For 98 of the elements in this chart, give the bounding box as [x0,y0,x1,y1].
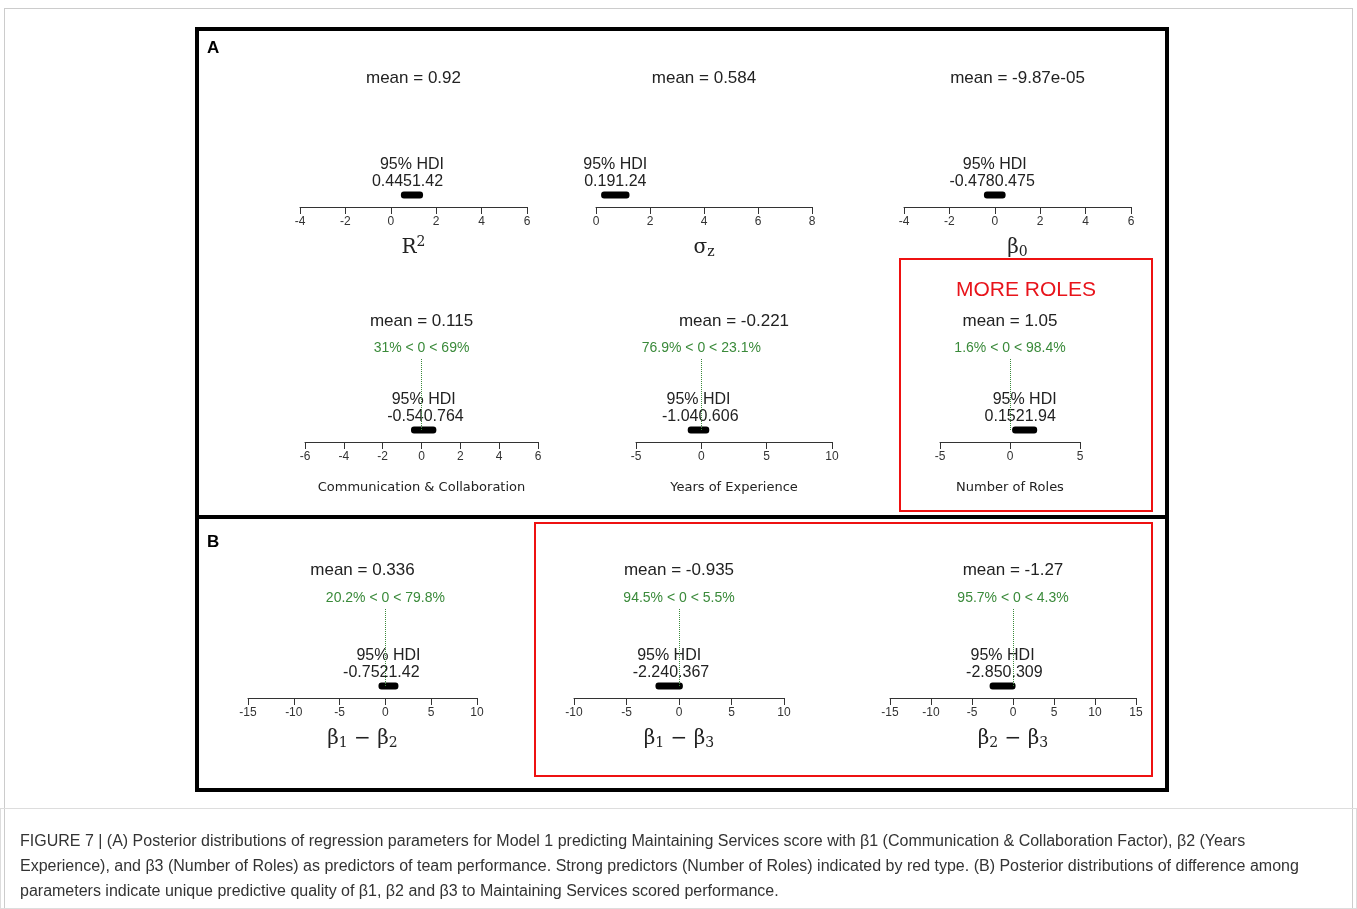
x-tick-label: 10 [777,705,791,719]
x-tick-label: -15 [239,705,257,719]
ref-line-label: 20.2% < 0 < 79.8% [325,589,445,605]
chart-title: mean = 1.05 [962,311,1058,330]
x-tick-label: 10 [825,449,839,463]
text: 1.24 [615,171,647,189]
annotation: -1.04 [662,406,699,424]
ref-line-label: 1.6% < 0 < 98.4% [954,339,1066,355]
x-tick-label: 2 [432,214,440,228]
ref-line-label: 76.9% < 0 < 23.1% [641,339,761,355]
x-tick-label: -10 [285,705,303,719]
x-tick-label: -4 [898,214,910,228]
text: MORE ROLES [955,277,1097,301]
x-axis-title: Number of Roles [956,478,1065,494]
text: -0.478 [949,171,995,189]
x-tick-label: 6 [523,214,531,228]
annotation: 95% HDI [637,645,702,663]
annotation: 95% HDI [992,389,1057,407]
x-tick-label: 6 [534,449,542,463]
x-tick-label: -5 [334,705,346,719]
annotation: 0.764 [423,406,464,424]
text: 95% HDI [583,154,648,172]
x-tick-label: 0 [697,449,705,463]
text: 0.445 [371,171,413,189]
chart-title: mean = -0.935 [623,560,735,579]
x-tick-label: -5 [621,705,633,719]
caption: FIGURE 7 | (A) Posterior distributions of regression parameters for Model 1 predicting Maintaining Services score with β1 (Communication & Collaboration Factor), β2 (Years Experience), and β3 (Number of Roles) as predictors of team performance. Strong predictors (Number of Roles) indicated by red type. (B) Posterior distributions of difference among parameters indicate unique predictive quality of β1, β2 and β3 to Maintaining Services scored performance. [20,831,1300,901]
chart-title: mean = -0.221 [678,311,790,330]
x-tick-label: 10 [470,705,484,719]
text: 1.42 [411,171,444,189]
x-tick-label: -15 [881,705,899,719]
x-axis-title: Communication & Collaboration [317,478,526,494]
x-tick-label: 5 [1076,449,1084,463]
x-tick-label: -5 [630,449,642,463]
x-tick-label: 5 [763,449,771,463]
chart-title: mean = 0.336 [310,560,415,579]
x-tick-label: 4 [1082,214,1090,228]
x-tick-label: -2 [944,214,956,228]
x-tick-label: -5 [966,705,978,719]
x-tick-label: 0 [382,705,390,719]
annotation: 95% HDI [666,389,731,407]
annotation: 0.309 [1002,662,1043,680]
x-tick-label: 5 [427,705,435,719]
annotation: 0.606 [698,406,739,424]
chart-title: mean = 0.115 [369,311,474,330]
x-tick-label: 4 [495,449,503,463]
annotation: 1.42 [388,662,420,680]
x-tick-label: 5 [728,705,736,719]
annotation: -2.85 [966,662,1003,680]
x-tick-label: 0 [418,449,426,463]
chart-title: mean = 0.92 [366,68,461,87]
x-tick-label: 0 [1009,705,1017,719]
x-tick-label: 2 [646,214,654,228]
text: 95% HDI [962,154,1027,172]
x-tick-label: 2 [1036,214,1044,228]
x-tick-label: 4 [478,214,486,228]
text: 0.19 [584,171,616,189]
annotation: -0.752 [343,662,389,680]
x-tick-label: 8 [808,214,816,228]
annotation: 95% HDI [391,389,456,407]
annotation: 95% HDI [970,645,1035,663]
x-tick-label: -10 [922,705,940,719]
annotation: -2.24 [632,662,670,680]
ref-line-label: 31% < 0 < 69% [373,339,470,355]
text: 95% HDI [379,154,444,172]
text: 0.475 [994,171,1035,189]
x-tick-label: -5 [934,449,946,463]
x-tick-label: 10 [1088,705,1102,719]
x-tick-label: 2 [456,449,464,463]
text: A [207,38,220,58]
x-tick-label: -4 [294,214,306,228]
x-tick-label: 5 [1050,705,1058,719]
annotation: 1.94 [1024,406,1056,424]
annotation: 0.152 [984,406,1025,424]
annotation: 0.367 [669,662,710,680]
x-tick-label: 6 [754,214,762,228]
x-axis-title: Years of Experience [669,478,798,494]
x-tick-label: 6 [1127,214,1135,228]
chart-title: mean = -9.87e-05 [950,68,1085,87]
text: B [207,532,220,552]
x-tick-label: -4 [338,449,350,463]
x-tick-label: 0 [387,214,395,228]
chart-title: mean = 0.584 [651,68,757,87]
x-tick-label: 4 [700,214,708,228]
x-tick-label: 15 [1129,705,1143,719]
x-tick-label: -6 [299,449,311,463]
x-tick-label: -2 [377,449,389,463]
annotation: 95% HDI [356,645,421,663]
x-tick-label: 0 [675,705,683,719]
chart-title: mean = -1.27 [962,560,1064,579]
x-tick-label: 0 [592,214,600,228]
x-tick-label: 0 [1006,449,1014,463]
x-tick-label: 0 [991,214,999,228]
ref-line-label: 95.7% < 0 < 4.3% [957,589,1069,605]
x-tick-label: -2 [340,214,352,228]
annotation: -0.54 [387,406,424,424]
ref-line-label: 94.5% < 0 < 5.5% [623,589,735,605]
x-tick-label: -10 [565,705,583,719]
